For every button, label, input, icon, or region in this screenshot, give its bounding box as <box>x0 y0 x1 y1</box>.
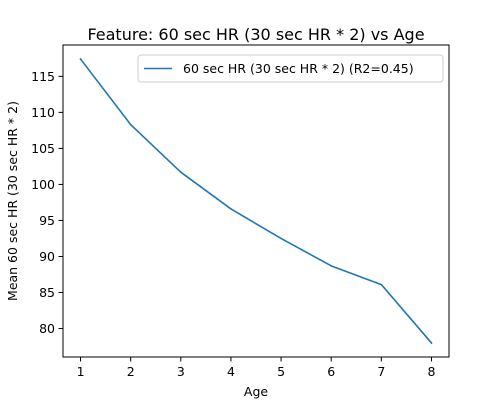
chart-title: Feature: 60 sec HR (30 sec HR * 2) vs Ag… <box>87 25 424 44</box>
legend-box <box>137 54 444 83</box>
data-point <box>430 342 433 344</box>
x-tick-label: 8 <box>427 364 435 379</box>
x-tick-label: 4 <box>227 364 235 379</box>
y-tick-label: 85 <box>39 285 55 300</box>
series-line <box>79 57 433 345</box>
x-tick-label: 2 <box>127 364 135 379</box>
x-tick-label: 6 <box>327 364 335 379</box>
data-point <box>330 265 332 267</box>
data-point <box>280 237 282 240</box>
y-axis-label: Mean 60 sec HR (30 sec HR * 2) <box>5 101 20 301</box>
x-tick-label: 1 <box>77 364 85 379</box>
legend: 60 sec HR (30 sec HR * 2) (R2=0.45) <box>137 54 444 83</box>
x-axis-label: Age <box>244 384 268 399</box>
legend-label: 60 sec HR (30 sec HR * 2) (R2=0.45) <box>183 61 414 76</box>
data-point <box>230 208 232 210</box>
x-tick-label: 7 <box>377 364 385 379</box>
y-tick-label: 110 <box>31 105 55 120</box>
x-tick-label: 5 <box>277 364 285 379</box>
data-point <box>380 283 383 286</box>
data-point <box>79 58 82 60</box>
x-tick-label: 3 <box>177 364 185 379</box>
y-tick-label: 80 <box>39 321 55 336</box>
y-tick-label: 115 <box>31 69 55 84</box>
y-tick-label: 95 <box>39 213 55 228</box>
y-tick-label: 105 <box>31 141 55 156</box>
y-tick-label: 90 <box>39 249 55 264</box>
data-point <box>129 123 132 126</box>
data-point <box>180 171 182 173</box>
plot-area-frame <box>62 44 450 358</box>
y-tick-label: 100 <box>31 177 55 192</box>
